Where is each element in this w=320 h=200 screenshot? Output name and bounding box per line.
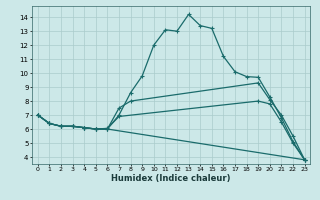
X-axis label: Humidex (Indice chaleur): Humidex (Indice chaleur)	[111, 174, 231, 183]
